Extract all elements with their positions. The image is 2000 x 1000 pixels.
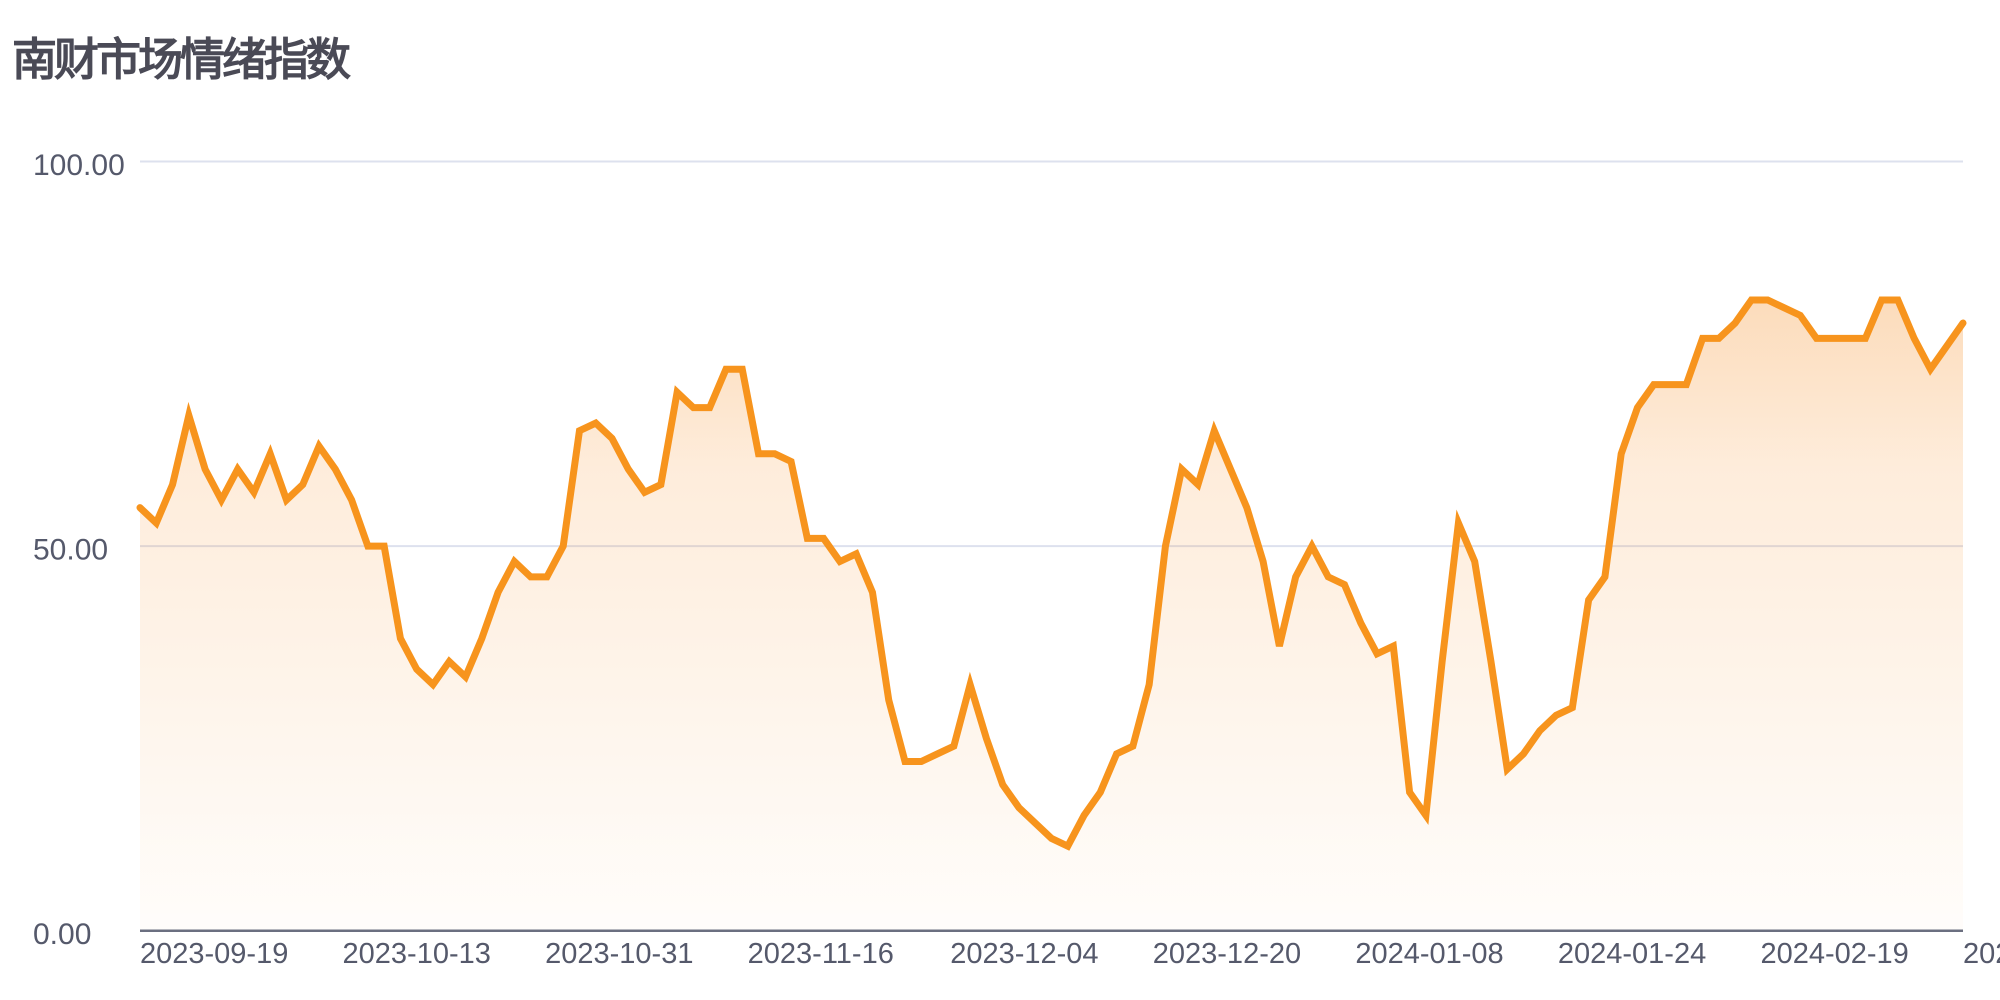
svg-text:50.00: 50.00 — [33, 534, 108, 567]
svg-text:100.00: 100.00 — [33, 149, 125, 182]
svg-text:2023-12-04: 2023-12-04 — [950, 938, 1098, 970]
svg-text:2024-02-19: 2024-02-19 — [1760, 938, 1908, 970]
svg-text:0.00: 0.00 — [33, 918, 91, 951]
svg-text:2023-10-31: 2023-10-31 — [545, 938, 693, 970]
svg-text:2024-01-24: 2024-01-24 — [1558, 938, 1706, 970]
svg-text:2024-01-08: 2024-01-08 — [1355, 938, 1503, 970]
svg-text:2023-09-19: 2023-09-19 — [140, 938, 288, 970]
svg-text:2024-03-05: 2024-03-05 — [1963, 938, 2000, 970]
svg-text:2023-10-13: 2023-10-13 — [343, 938, 491, 970]
svg-text:2023-12-20: 2023-12-20 — [1153, 938, 1301, 970]
svg-text:2023-11-16: 2023-11-16 — [748, 938, 894, 970]
